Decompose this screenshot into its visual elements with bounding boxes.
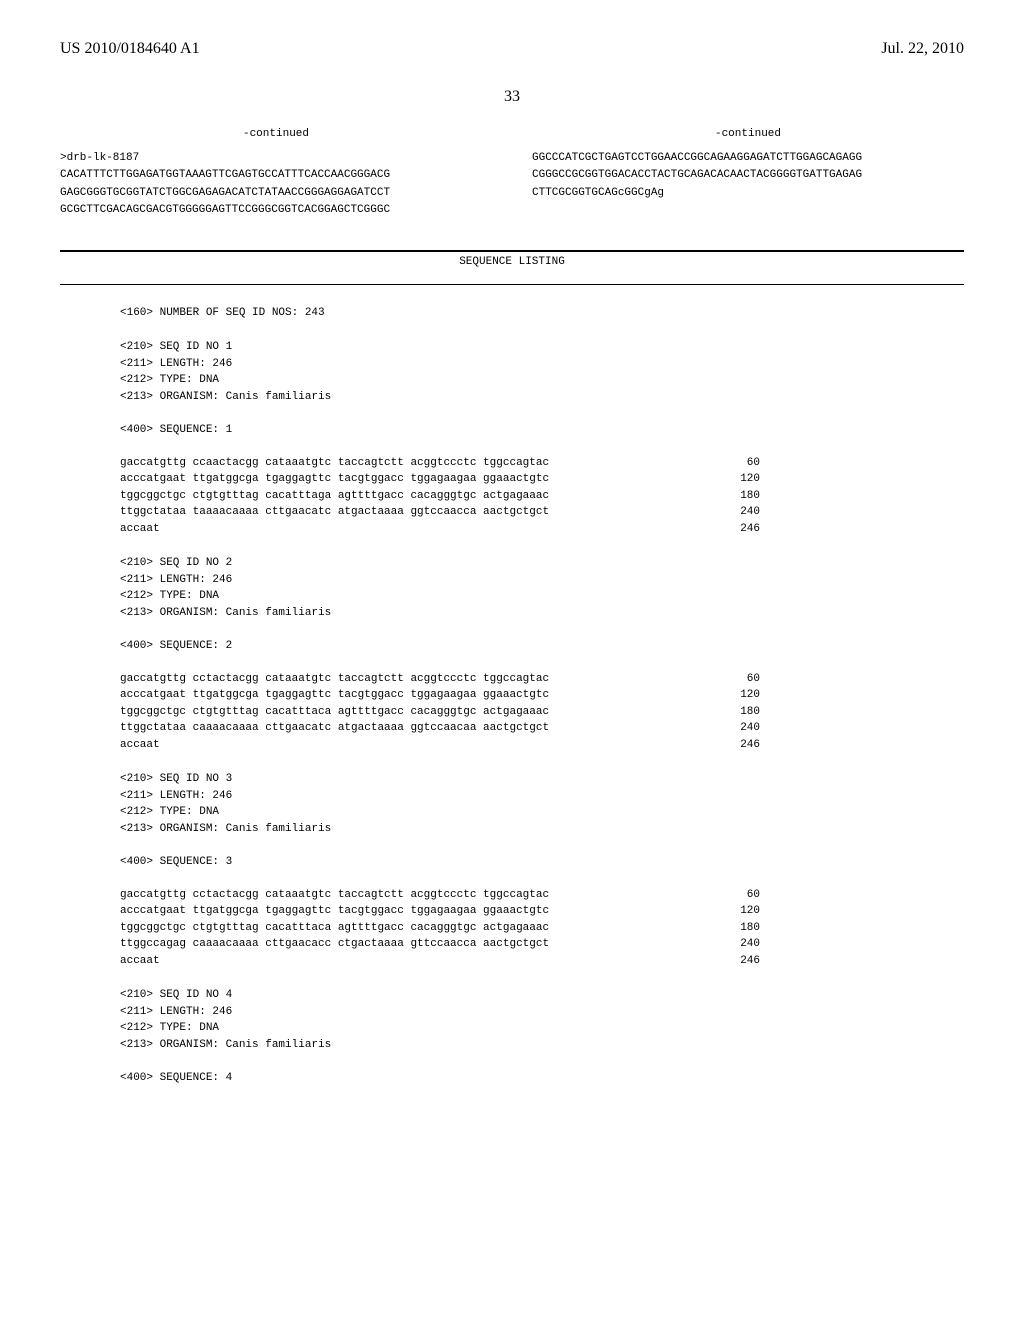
publication-number: US 2010/0184640 A1	[60, 40, 200, 58]
sequence-meta-line: <210> SEQ ID NO 1	[120, 339, 964, 356]
sequence-data-line: tggcggctgc ctgtgtttag cacatttaga agttttg…	[120, 488, 760, 505]
publication-date: Jul. 22, 2010	[881, 40, 964, 58]
sequence-meta-line: <213> ORGANISM: Canis familiaris	[120, 1037, 964, 1054]
sequence-line: CTTCGCGGTGCAGcGGCgAg	[532, 185, 964, 203]
sequence-position: 180	[720, 488, 760, 505]
sequence-position: 120	[720, 471, 760, 488]
sequence-position: 240	[720, 504, 760, 521]
sequence-meta-line: <210> SEQ ID NO 4	[120, 987, 964, 1004]
page-header: US 2010/0184640 A1 Jul. 22, 2010	[60, 40, 964, 58]
sequence-line: GGCCCATCGCTGAGTCCTGGAACCGGCAGAAGGAGATCTT…	[532, 150, 964, 168]
sequence-meta-line: <211> LENGTH: 246	[120, 572, 964, 589]
num-seqs-line: <160> NUMBER OF SEQ ID NOS: 243	[120, 305, 964, 322]
sequence-data-line: tggcggctgc ctgtgtttag cacatttaca agttttg…	[120, 704, 760, 721]
sequence-entry: <210> SEQ ID NO 3<211> LENGTH: 246<212> …	[120, 771, 964, 969]
sequence-text: ttggctataa taaaacaaaa cttgaacatc atgacta…	[120, 504, 549, 521]
sequence-text: tggcggctgc ctgtgtttag cacatttaca agttttg…	[120, 704, 549, 721]
sequence-meta-line: <213> ORGANISM: Canis familiaris	[120, 389, 964, 406]
sequence-label: <400> SEQUENCE: 3	[120, 854, 964, 871]
sequence-label: <400> SEQUENCE: 1	[120, 422, 964, 439]
sequence-line: GCGCTTCGACAGCGACGTGGGGGAGTTCCGGGCGGTCACG…	[60, 202, 492, 220]
sequence-text: ttggccagag caaaacaaaa cttgaacacc ctgacta…	[120, 936, 549, 953]
sequence-text: gaccatgttg ccaactacgg cataaatgtc taccagt…	[120, 455, 549, 472]
sequence-meta-line: <211> LENGTH: 246	[120, 356, 964, 373]
sequence-meta-line: <211> LENGTH: 246	[120, 788, 964, 805]
sequence-meta: <210> SEQ ID NO 1<211> LENGTH: 246<212> …	[120, 339, 964, 405]
continued-left-column: -continued >drb-lk-8187 CACATTTCTTGGAGAT…	[60, 126, 492, 220]
sequence-text: gaccatgttg cctactacgg cataaatgtc taccagt…	[120, 887, 549, 904]
sequence-position: 240	[720, 720, 760, 737]
sequence-position: 180	[720, 920, 760, 937]
sequence-position: 60	[720, 455, 760, 472]
sequence-meta-line: <212> TYPE: DNA	[120, 804, 964, 821]
sequence-position: 246	[720, 521, 760, 538]
sequence-listing-title: SEQUENCE LISTING	[60, 256, 964, 268]
continued-sequence-row: -continued >drb-lk-8187 CACATTTCTTGGAGAT…	[60, 126, 964, 220]
sequence-position: 120	[720, 687, 760, 704]
sequence-data-line: gaccatgttg cctactacgg cataaatgtc taccagt…	[120, 887, 760, 904]
sequence-data-line: accaat 246	[120, 953, 760, 970]
sequence-meta-line: <211> LENGTH: 246	[120, 1004, 964, 1021]
sequence-meta-line: <210> SEQ ID NO 2	[120, 555, 964, 572]
section-divider	[60, 250, 964, 252]
sequence-position: 246	[720, 737, 760, 754]
sequence-text: accaat	[120, 953, 160, 970]
sequence-meta-line: <210> SEQ ID NO 3	[120, 771, 964, 788]
sequence-meta: <210> SEQ ID NO 4<211> LENGTH: 246<212> …	[120, 987, 964, 1053]
sequence-listing-section: <160> NUMBER OF SEQ ID NOS: 243 <210> SE…	[120, 305, 964, 1087]
sequence-position: 60	[720, 671, 760, 688]
sequence-text: tggcggctgc ctgtgtttag cacatttaga agttttg…	[120, 488, 549, 505]
sequence-data-line: acccatgaat ttgatggcga tgaggagttc tacgtgg…	[120, 687, 760, 704]
sequence-data-line: ttggctataa caaaacaaaa cttgaacatc atgacta…	[120, 720, 760, 737]
sequence-data-line: gaccatgttg ccaactacgg cataaatgtc taccagt…	[120, 455, 760, 472]
sequence-data-line: gaccatgttg cctactacgg cataaatgtc taccagt…	[120, 671, 760, 688]
sequence-text: acccatgaat ttgatggcga tgaggagttc tacgtgg…	[120, 471, 549, 488]
sequence-entry: <210> SEQ ID NO 4<211> LENGTH: 246<212> …	[120, 987, 964, 1086]
sequence-text: acccatgaat ttgatggcga tgaggagttc tacgtgg…	[120, 903, 549, 920]
sequence-text: ttggctataa caaaacaaaa cttgaacatc atgacta…	[120, 720, 549, 737]
sequence-position: 246	[720, 953, 760, 970]
sequence-position: 60	[720, 887, 760, 904]
sequence-data-line: acccatgaat ttgatggcga tgaggagttc tacgtgg…	[120, 903, 760, 920]
sequence-position: 120	[720, 903, 760, 920]
sequence-text: accaat	[120, 521, 160, 538]
sequence-text: tggcggctgc ctgtgtttag cacatttaca agttttg…	[120, 920, 549, 937]
sequence-entry: <210> SEQ ID NO 1<211> LENGTH: 246<212> …	[120, 339, 964, 537]
sequence-position: 240	[720, 936, 760, 953]
sequence-meta-line: <212> TYPE: DNA	[120, 372, 964, 389]
sequence-data-line: tggcggctgc ctgtgtttag cacatttaca agttttg…	[120, 920, 760, 937]
sequence-data-line: accaat 246	[120, 737, 760, 754]
sequence-meta-line: <213> ORGANISM: Canis familiaris	[120, 605, 964, 622]
sequence-line: CACATTTCTTGGAGATGGTAAAGTTCGAGTGCCATTTCAC…	[60, 167, 492, 185]
sequence-line: CGGGCCGCGGTGGACACCTACTGCAGACACAACTACGGGG…	[532, 167, 964, 185]
sequence-text: accaat	[120, 737, 160, 754]
sequence-label: <400> SEQUENCE: 2	[120, 638, 964, 655]
continued-right-column: -continued GGCCCATCGCTGAGTCCTGGAACCGGCAG…	[532, 126, 964, 220]
sequence-text: gaccatgttg cctactacgg cataaatgtc taccagt…	[120, 671, 549, 688]
sequence-meta-line: <213> ORGANISM: Canis familiaris	[120, 821, 964, 838]
sequence-id-line: >drb-lk-8187	[60, 150, 492, 168]
sequence-entry: <210> SEQ ID NO 2<211> LENGTH: 246<212> …	[120, 555, 964, 753]
sequence-meta: <210> SEQ ID NO 3<211> LENGTH: 246<212> …	[120, 771, 964, 837]
sequence-data-line: ttggctataa taaaacaaaa cttgaacatc atgacta…	[120, 504, 760, 521]
sequence-position: 180	[720, 704, 760, 721]
continued-label-right: -continued	[532, 126, 964, 144]
sequence-label: <400> SEQUENCE: 4	[120, 1070, 964, 1087]
sequence-meta-line: <212> TYPE: DNA	[120, 1020, 964, 1037]
sequence-data-line: ttggccagag caaaacaaaa cttgaacacc ctgacta…	[120, 936, 760, 953]
sequence-text: acccatgaat ttgatggcga tgaggagttc tacgtgg…	[120, 687, 549, 704]
sequence-data-line: acccatgaat ttgatggcga tgaggagttc tacgtgg…	[120, 471, 760, 488]
section-divider-thin	[60, 284, 964, 285]
sequence-data-line: accaat 246	[120, 521, 760, 538]
sequence-meta: <210> SEQ ID NO 2<211> LENGTH: 246<212> …	[120, 555, 964, 621]
sequence-line: GAGCGGGTGCGGTATCTGGCGAGAGACATCTATAACCGGG…	[60, 185, 492, 203]
continued-label-left: -continued	[60, 126, 492, 144]
sequence-meta-line: <212> TYPE: DNA	[120, 588, 964, 605]
page-number: 33	[60, 88, 964, 106]
